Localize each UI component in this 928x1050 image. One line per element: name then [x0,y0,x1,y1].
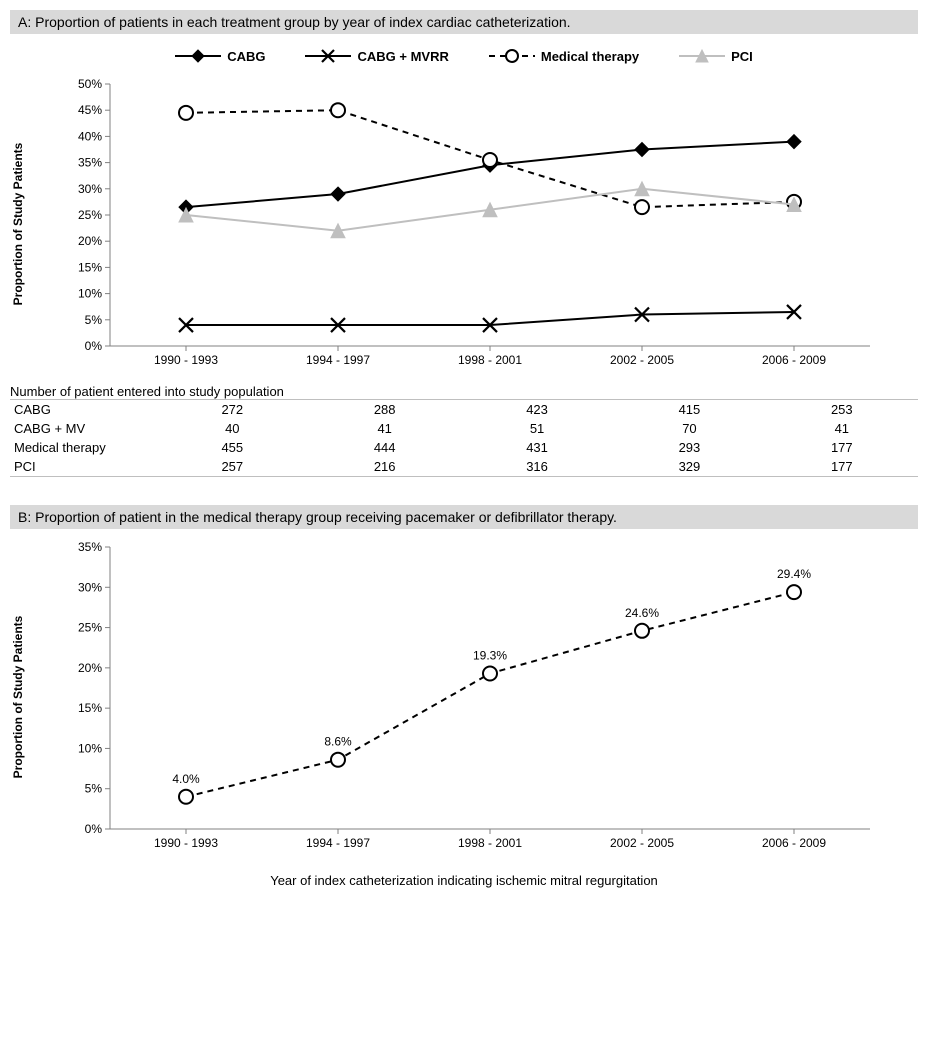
svg-text:25%: 25% [78,208,102,222]
svg-text:25%: 25% [78,621,102,635]
panel-a-chart: Proportion of Study Patients 0%5%10%15%2… [60,74,918,374]
svg-text:0%: 0% [85,822,103,836]
panel-b-ylabel: Proportion of Study Patients [11,616,25,779]
svg-text:5%: 5% [85,782,103,796]
legend-item: CABG + MVRR [305,48,448,64]
svg-text:29.4%: 29.4% [777,567,811,581]
svg-text:40%: 40% [78,129,102,143]
svg-text:20%: 20% [78,234,102,248]
svg-text:5%: 5% [85,313,103,327]
svg-text:1998 - 2001: 1998 - 2001 [458,836,522,850]
svg-text:10%: 10% [78,287,102,301]
panel-a-ylabel: Proportion of Study Patients [11,143,25,306]
svg-text:50%: 50% [78,77,102,91]
svg-text:2002 - 2005: 2002 - 2005 [610,353,674,367]
svg-text:20%: 20% [78,661,102,675]
svg-text:1998 - 2001: 1998 - 2001 [458,353,522,367]
svg-text:35%: 35% [78,540,102,554]
svg-text:1990 - 1993: 1990 - 1993 [154,353,218,367]
svg-text:1990 - 1993: 1990 - 1993 [154,836,218,850]
table-row: CABG + MV4041517041 [10,419,918,438]
svg-text:2002 - 2005: 2002 - 2005 [610,836,674,850]
svg-text:8.6%: 8.6% [324,735,352,749]
svg-text:15%: 15% [78,701,102,715]
svg-text:30%: 30% [78,182,102,196]
svg-text:19.3%: 19.3% [473,648,507,662]
panel-a-title: A: Proportion of patients in each treatm… [10,10,918,34]
legend-item: Medical therapy [489,48,639,64]
panel-b-chart: Proportion of Study Patients 0%5%10%15%2… [60,537,918,857]
svg-text:15%: 15% [78,260,102,274]
svg-text:35%: 35% [78,156,102,170]
svg-text:0%: 0% [85,339,103,353]
legend-item: CABG [175,48,265,64]
svg-text:24.6%: 24.6% [625,606,659,620]
svg-text:1994 - 1997: 1994 - 1997 [306,353,370,367]
panel-b-title: B: Proportion of patient in the medical … [10,505,918,529]
legend-item: PCI [679,48,753,64]
svg-text:10%: 10% [78,741,102,755]
panel-a-table: CABG272288423415253CABG + MV4041517041Me… [10,399,918,477]
svg-text:4.0%: 4.0% [172,772,200,786]
table-row: Medical therapy455444431293177 [10,438,918,457]
svg-text:45%: 45% [78,103,102,117]
table-row: CABG272288423415253 [10,400,918,420]
panel-a-table-caption: Number of patient entered into study pop… [10,382,918,399]
svg-text:2006 - 2009: 2006 - 2009 [762,836,826,850]
svg-text:1994 - 1997: 1994 - 1997 [306,836,370,850]
svg-text:2006 - 2009: 2006 - 2009 [762,353,826,367]
table-row: PCI257216316329177 [10,457,918,477]
panel-b-xlabel: Year of index catheterization indicating… [10,865,918,908]
svg-text:30%: 30% [78,580,102,594]
panel-a-legend: CABG CABG + MVRR Medical therapy PCI [10,42,918,74]
